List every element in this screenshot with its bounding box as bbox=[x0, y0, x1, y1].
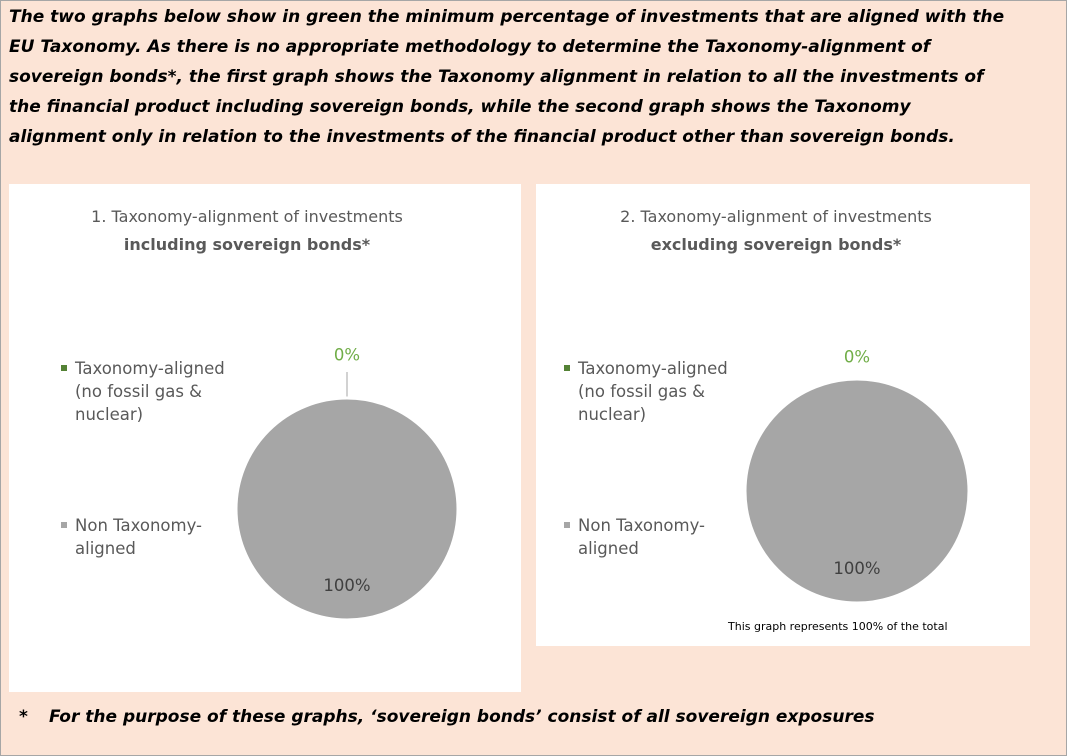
value-label: 0% bbox=[844, 348, 870, 367]
pie-chart: 0% 100% bbox=[234, 346, 460, 622]
footnote-mark: * bbox=[19, 707, 28, 727]
annotation: This graph represents 100% of the total bbox=[728, 620, 948, 633]
intro-line: the financial product including sovereig… bbox=[9, 97, 911, 117]
intro-line: sovereign bonds*, the first graph shows … bbox=[9, 67, 984, 87]
legend-swatch bbox=[564, 522, 570, 528]
intro-line: alignment only in relation to the invest… bbox=[9, 127, 955, 147]
chart-title: 2. Taxonomy-alignment of investments bbox=[620, 207, 932, 226]
value-label: 100% bbox=[833, 559, 880, 578]
intro-line: EU Taxonomy. As there is no appropriate … bbox=[9, 37, 931, 57]
pie-slice bbox=[743, 377, 971, 605]
chart-panel: 1. Taxonomy-alignment of investments incl… bbox=[9, 184, 521, 692]
legend-entry: Non Taxonomy-aligned bbox=[61, 514, 240, 560]
legend-entry: Non Taxonomy-aligned bbox=[564, 514, 743, 560]
legend-swatch bbox=[61, 522, 67, 528]
chart-subtitle: excluding sovereign bonds* bbox=[650, 235, 902, 254]
intro-line: The two graphs below show in green the m… bbox=[9, 7, 1005, 27]
pie-chart: 0% 100% bbox=[743, 348, 971, 605]
chart-title: 1. Taxonomy-alignment of investments bbox=[91, 207, 403, 226]
value-label: 100% bbox=[323, 576, 370, 595]
chart-subtitle: including sovereign bonds* bbox=[123, 235, 371, 254]
legend-entry: Taxonomy-aligned (no fossil gas & nuclea… bbox=[61, 357, 240, 426]
legend-entry: Taxonomy-aligned (no fossil gas & nuclea… bbox=[564, 357, 743, 426]
legend-swatch bbox=[61, 365, 67, 371]
value-label: 0% bbox=[334, 346, 360, 365]
legend-swatch bbox=[564, 365, 570, 371]
chart-panel: 2. Taxonomy-alignment of investments excl… bbox=[536, 184, 1030, 646]
footnote: For the purpose of these graphs, ‘sovere… bbox=[49, 707, 875, 727]
pie-slice bbox=[234, 396, 460, 622]
